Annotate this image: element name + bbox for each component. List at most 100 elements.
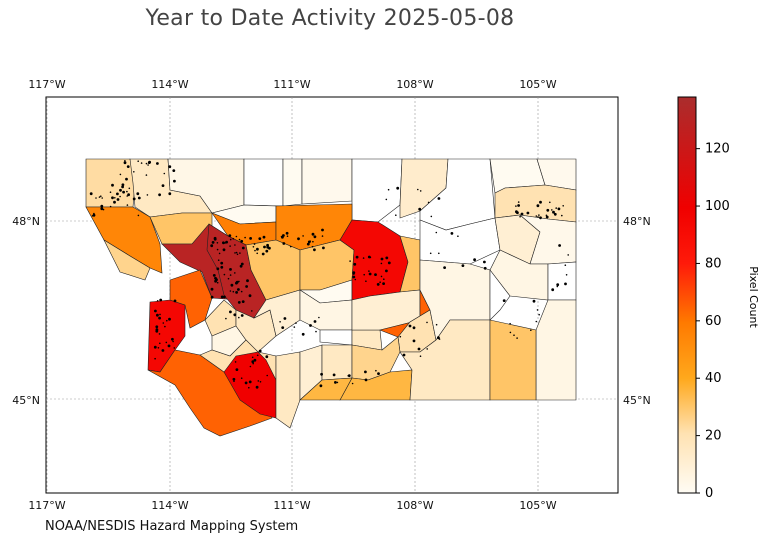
fire-point xyxy=(98,196,101,198)
fire-point xyxy=(321,228,324,232)
colorbar: 0 20 40 60 80 100 120 Pixel Count xyxy=(677,96,760,501)
bottom-lon-tick: 108°W xyxy=(396,499,433,512)
fire-point xyxy=(352,275,356,279)
fire-point xyxy=(225,317,227,320)
fire-point xyxy=(155,325,159,329)
fire-point xyxy=(383,278,385,281)
fire-point xyxy=(530,329,532,332)
top-lon-tick: 108°W xyxy=(396,78,433,91)
fire-point xyxy=(211,241,215,244)
fire-point xyxy=(364,378,368,382)
fire-point xyxy=(222,241,225,245)
colorbar-tick-label: 0 xyxy=(705,486,713,501)
fire-point xyxy=(412,326,416,330)
fire-point xyxy=(119,173,122,176)
fire-point xyxy=(419,190,422,192)
fire-point xyxy=(289,245,292,248)
fire-point xyxy=(311,232,315,236)
fire-point xyxy=(538,214,540,216)
fire-point xyxy=(322,246,325,250)
fire-point xyxy=(396,186,400,190)
fire-point xyxy=(535,215,538,217)
fire-point xyxy=(558,244,561,247)
fire-point xyxy=(438,252,440,255)
fire-point xyxy=(216,267,220,271)
fire-point xyxy=(235,291,239,294)
colorbar-tick-label: 80 xyxy=(705,256,722,271)
fire-point xyxy=(281,326,285,329)
fire-point xyxy=(295,322,297,324)
fire-point xyxy=(100,204,104,208)
fire-point xyxy=(502,299,506,302)
fire-point xyxy=(539,200,542,204)
fire-point xyxy=(229,268,232,271)
fire-point xyxy=(253,243,256,245)
fire-point xyxy=(137,214,140,217)
fire-point xyxy=(545,215,549,219)
fire-point xyxy=(426,321,428,324)
fire-point xyxy=(555,207,557,209)
fire-point xyxy=(355,255,359,259)
top-lon-tick: 114°W xyxy=(151,78,188,91)
fire-point xyxy=(233,313,237,317)
fire-point xyxy=(551,209,553,211)
fire-point xyxy=(309,324,312,327)
fire-point xyxy=(147,161,151,165)
fire-point xyxy=(216,281,219,284)
fire-point xyxy=(252,362,254,365)
map-title: Year to Date Activity 2025-05-08 xyxy=(145,6,515,31)
county-layer xyxy=(85,158,577,437)
fire-point xyxy=(227,277,230,280)
fire-point xyxy=(437,336,440,340)
fire-point xyxy=(171,337,174,341)
latitude-ticks: 48°N 45°N 48°N 45°N xyxy=(12,215,650,407)
fire-point xyxy=(251,310,253,312)
fire-point xyxy=(126,204,129,206)
fire-point xyxy=(233,380,235,383)
fire-point xyxy=(385,256,389,260)
fire-point xyxy=(229,290,232,292)
fire-point xyxy=(122,190,125,194)
fire-point xyxy=(156,300,159,302)
fire-point xyxy=(318,316,320,319)
fire-point xyxy=(365,280,367,283)
fire-point xyxy=(239,252,241,254)
fire-point xyxy=(375,369,377,372)
fire-point xyxy=(210,287,214,291)
fire-point xyxy=(352,271,356,275)
fire-point xyxy=(519,215,521,218)
fire-point xyxy=(229,310,232,314)
fire-point xyxy=(158,316,162,320)
fire-point xyxy=(222,248,226,252)
fire-point xyxy=(252,246,255,248)
fire-point xyxy=(244,381,248,385)
fire-point xyxy=(457,235,459,237)
fire-point xyxy=(265,355,269,359)
fire-point xyxy=(159,342,161,345)
fire-point xyxy=(266,245,270,249)
fire-point xyxy=(532,299,536,303)
fire-point xyxy=(297,237,300,241)
fire-point xyxy=(223,295,226,299)
left-lat-tick: 48°N xyxy=(12,215,40,228)
fire-point xyxy=(163,172,166,175)
fire-point xyxy=(228,234,232,238)
fire-point xyxy=(380,275,383,278)
fire-point xyxy=(124,160,126,162)
fire-point xyxy=(155,328,159,332)
fire-point xyxy=(417,347,421,351)
fire-point xyxy=(412,339,416,343)
fire-point xyxy=(520,212,524,216)
fire-point xyxy=(429,252,432,255)
top-lon-tick: 117°W xyxy=(28,78,65,91)
right-lat-tick: 48°N xyxy=(623,215,651,228)
fire-point xyxy=(351,382,354,385)
fire-point xyxy=(259,381,262,383)
fire-point xyxy=(565,274,568,276)
fire-point xyxy=(125,177,128,181)
fire-point xyxy=(109,191,112,193)
fire-point xyxy=(128,187,131,190)
bottom-lon-tick: 105°W xyxy=(519,499,556,512)
fire-point xyxy=(283,317,287,320)
fire-point xyxy=(158,193,162,197)
